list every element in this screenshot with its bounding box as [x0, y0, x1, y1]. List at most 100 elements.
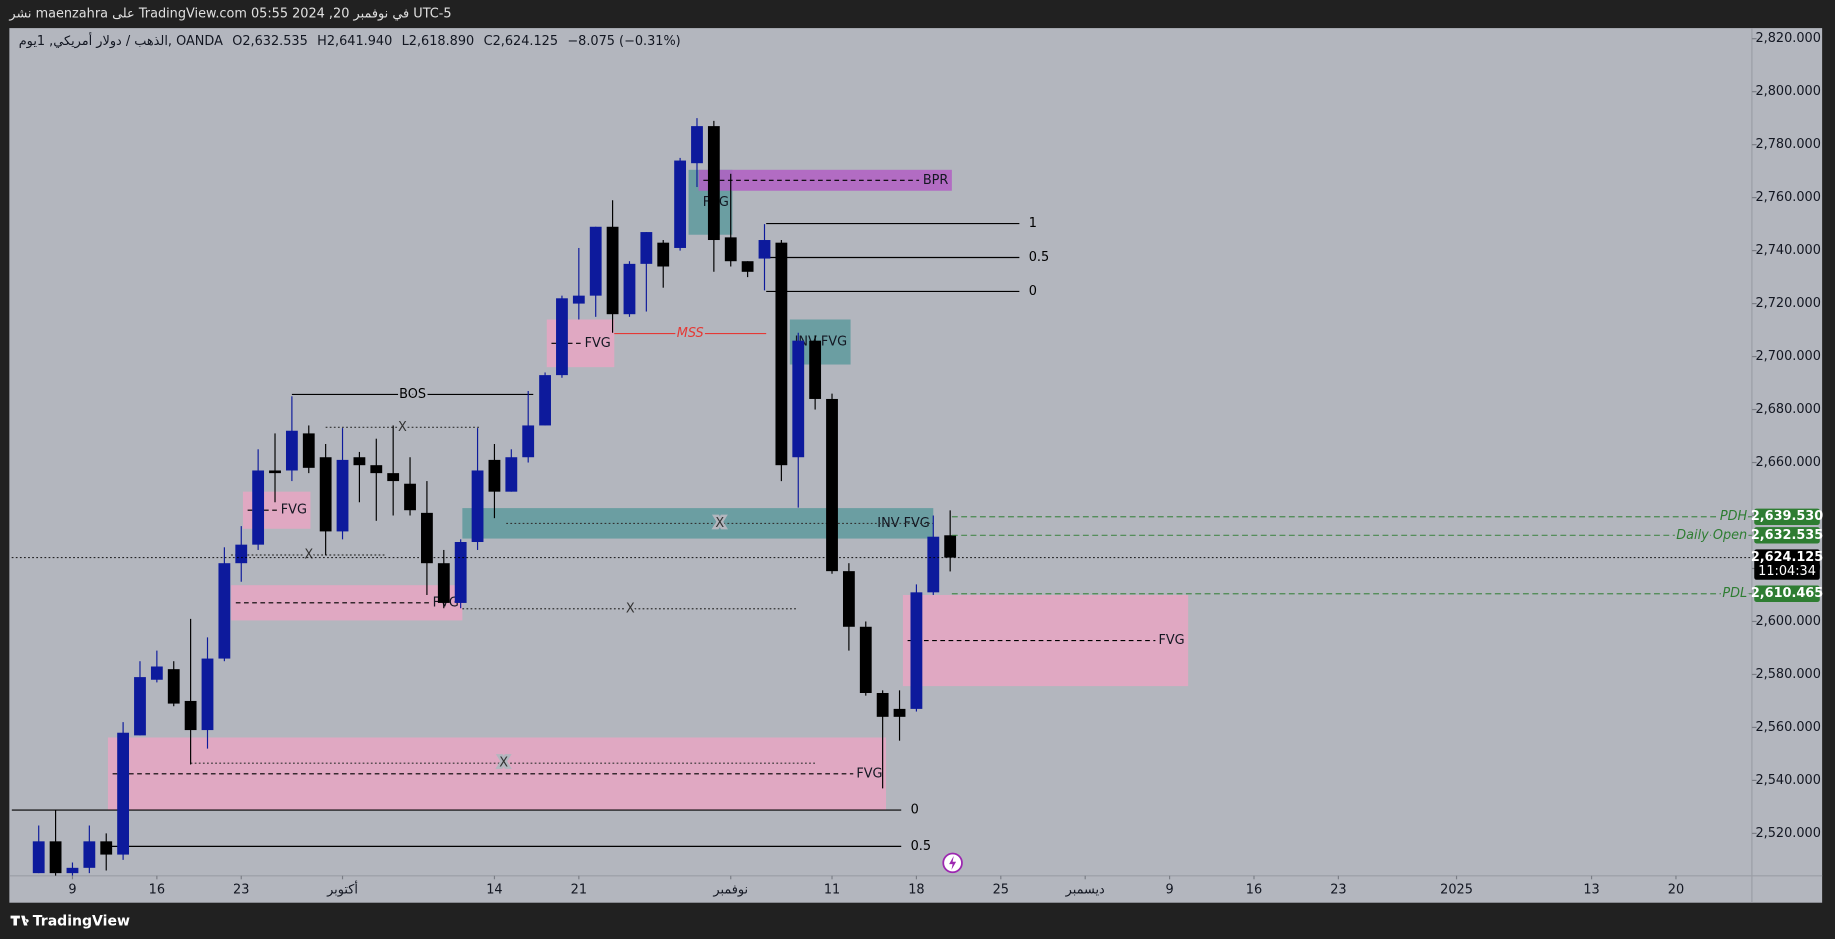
candle-body [539, 375, 551, 426]
x-tick-label: 9 [68, 882, 76, 897]
candle-body [83, 841, 96, 868]
candle-body [859, 626, 872, 693]
price-tag [1754, 585, 1820, 602]
price-tag-label: 2,610.465 [1751, 586, 1823, 601]
drawing-label: 0 [911, 803, 919, 818]
candle-body [421, 512, 433, 564]
x-tick-label: 20 [1668, 882, 1684, 897]
candle-body [657, 242, 670, 267]
candle-body [252, 470, 265, 545]
y-tick-label: 2,560.000 [1755, 720, 1820, 735]
candle-body [353, 457, 366, 466]
legend-value: H2,641.940 [317, 33, 392, 48]
y-tick-label: 2,780.000 [1755, 137, 1820, 152]
price-tag [1754, 549, 1820, 580]
y-tick-label: 2,540.000 [1755, 773, 1820, 788]
legend-value: O2,632.535 [232, 33, 308, 48]
x-tick-label: 18 [908, 882, 924, 897]
candle-body [184, 700, 197, 731]
candle-body [893, 708, 906, 717]
candle-body [404, 483, 416, 511]
candle-body [691, 126, 703, 164]
candle-body [285, 430, 298, 471]
legend-value: C2,624.125 [484, 33, 558, 48]
candle-body [100, 841, 113, 855]
legend: الذهب / دولار أمريكي, 1يوم, OANDA O2,632.… [19, 31, 681, 48]
candle-body [66, 867, 79, 874]
candle-body [387, 473, 400, 482]
legend-symbol: الذهب / دولار أمريكي, 1يوم, OANDA [19, 31, 223, 48]
drawing-label: X [499, 756, 508, 771]
candle-body [589, 226, 602, 296]
drawing-label: 0 [1029, 284, 1037, 299]
drawing-label: X [626, 601, 635, 616]
candle-body [488, 459, 501, 492]
zone-label: FVG [281, 503, 307, 518]
candle-body [741, 261, 754, 272]
candle-body [842, 571, 855, 627]
x-tick-label: 9 [1165, 882, 1173, 897]
y-tick-label: 2,600.000 [1755, 614, 1820, 629]
x-tick-label: 11 [824, 882, 840, 897]
x-tick-label: 2025 [1440, 882, 1473, 897]
y-tick-label: 2,820.000 [1755, 31, 1820, 46]
legend-value: L2,618.890 [402, 33, 475, 48]
price-tag-label: 2,639.530 [1751, 509, 1823, 524]
candle-body [775, 242, 788, 466]
candle-body [505, 457, 518, 492]
candle-body [201, 658, 214, 731]
candle-body [437, 563, 450, 603]
candle-body [640, 232, 653, 264]
candle-body [134, 677, 146, 736]
candle-body [336, 459, 349, 532]
candle-body [167, 669, 180, 704]
price-line-name: PDH [1720, 509, 1748, 524]
header-text: نشر maenzahra على TradingView.com في نوف… [8, 7, 451, 22]
candle-body [623, 263, 636, 315]
x-tick-label: 13 [1583, 882, 1599, 897]
candle-body [471, 470, 484, 543]
candle-body [522, 425, 535, 458]
y-tick-label: 2,740.000 [1755, 243, 1820, 258]
candle-body [49, 841, 62, 874]
candle-body [302, 433, 315, 468]
candle-body [235, 544, 248, 564]
candle-body [454, 542, 467, 603]
x-tick-label: 14 [486, 882, 502, 897]
candle-body [910, 592, 923, 709]
price-tag-label: 2,624.125 [1751, 550, 1823, 565]
logo-icon [10, 915, 29, 926]
drawing-label: 0.5 [1029, 250, 1049, 265]
drawing-label: MSS [677, 326, 704, 341]
candles [32, 118, 957, 876]
y-tick-label: 2,700.000 [1755, 349, 1820, 364]
y-tick-label: 2,680.000 [1755, 402, 1820, 417]
candle-body [724, 237, 737, 262]
x-tick-label: أكتوبر [326, 880, 358, 897]
candle-body [556, 298, 568, 376]
candle-body [674, 160, 687, 248]
x-tick-label: 23 [1330, 882, 1346, 897]
lightning-icon [942, 852, 963, 874]
footer-brand: TradingView [33, 913, 130, 929]
candle-body [809, 340, 822, 399]
candle-body [269, 470, 281, 474]
drawing-label: 1 [1029, 216, 1037, 231]
candle-body [826, 398, 838, 572]
drawing-label: X [304, 547, 313, 562]
icon-bolt [949, 855, 957, 870]
drawings: BOS MSS 1 0.5 0 0 0.5 X X X X X [11, 214, 1052, 856]
price-countdown: 11:04:34 [1758, 564, 1816, 579]
candle-body [927, 536, 940, 593]
price-tag [1754, 527, 1820, 544]
zone-label: FVG [856, 766, 882, 781]
candle-body [370, 465, 383, 474]
zone [698, 169, 952, 191]
candle-body [319, 457, 332, 532]
x-tick-label: 16 [149, 882, 165, 897]
candle-body [876, 692, 889, 717]
y-tick-label: 2,800.000 [1755, 84, 1820, 99]
footer-logo: TradingView [10, 913, 130, 929]
candle-body [32, 841, 45, 874]
